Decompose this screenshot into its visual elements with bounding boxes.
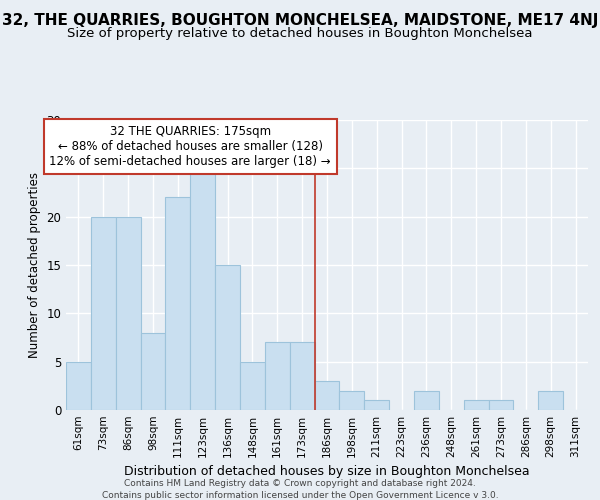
Text: Contains HM Land Registry data © Crown copyright and database right 2024.: Contains HM Land Registry data © Crown c… — [124, 479, 476, 488]
X-axis label: Distribution of detached houses by size in Boughton Monchelsea: Distribution of detached houses by size … — [124, 466, 530, 478]
Bar — [116, 216, 140, 410]
Bar — [140, 332, 166, 410]
Bar — [314, 381, 340, 410]
Bar — [190, 168, 215, 410]
Bar — [414, 390, 439, 410]
Text: 32, THE QUARRIES, BOUGHTON MONCHELSEA, MAIDSTONE, ME17 4NJ: 32, THE QUARRIES, BOUGHTON MONCHELSEA, M… — [2, 12, 598, 28]
Bar — [290, 342, 314, 410]
Bar — [66, 362, 91, 410]
Y-axis label: Number of detached properties: Number of detached properties — [28, 172, 41, 358]
Bar — [538, 390, 563, 410]
Bar — [215, 265, 240, 410]
Text: 32 THE QUARRIES: 175sqm
← 88% of detached houses are smaller (128)
12% of semi-d: 32 THE QUARRIES: 175sqm ← 88% of detache… — [49, 125, 331, 168]
Text: Size of property relative to detached houses in Boughton Monchelsea: Size of property relative to detached ho… — [67, 28, 533, 40]
Bar — [364, 400, 389, 410]
Bar — [166, 198, 190, 410]
Bar — [340, 390, 364, 410]
Bar — [91, 216, 116, 410]
Bar — [488, 400, 514, 410]
Bar — [464, 400, 488, 410]
Text: Contains public sector information licensed under the Open Government Licence v : Contains public sector information licen… — [101, 491, 499, 500]
Bar — [265, 342, 290, 410]
Bar — [240, 362, 265, 410]
